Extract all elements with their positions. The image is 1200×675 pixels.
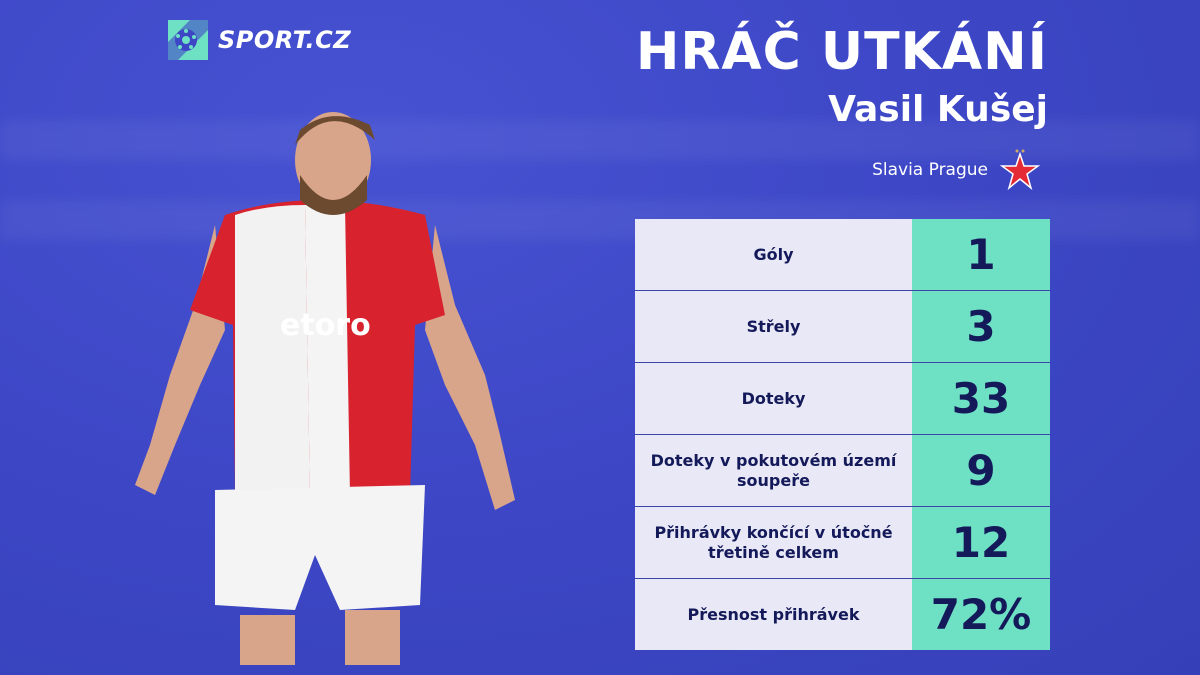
stat-row-shots: Střely 3 <box>635 291 1050 363</box>
team-star-icon <box>999 149 1041 191</box>
background-stripe <box>0 120 1200 160</box>
team-name: Slavia Prague <box>872 160 988 180</box>
stat-value: 12 <box>912 507 1050 578</box>
player-name: Vasil Kušej <box>828 89 1048 130</box>
stat-value: 1 <box>912 219 1050 290</box>
stat-label: Přihrávky končící v útočné třetině celke… <box>635 507 912 578</box>
stat-row-pass-accuracy: Přesnost přihrávek 72% <box>635 579 1050 650</box>
page-title: HRÁČ UTKÁNÍ <box>635 22 1048 82</box>
stat-value: 3 <box>912 291 1050 362</box>
stat-label: Doteky <box>635 363 912 434</box>
stat-label: Přesnost přihrávek <box>635 579 912 650</box>
stat-value: 33 <box>912 363 1050 434</box>
stat-row-final-third-passes: Přihrávky končící v útočné třetině celke… <box>635 507 1050 579</box>
player-photo: etoro <box>135 112 515 665</box>
stat-row-goals: Góly 1 <box>635 219 1050 291</box>
stat-label: Doteky v pokutovém území soupeře <box>635 435 912 506</box>
stat-value: 9 <box>912 435 1050 506</box>
stat-value: 72% <box>912 579 1050 650</box>
stat-label: Střely <box>635 291 912 362</box>
stats-table: Góly 1 Střely 3 Doteky 33 Doteky v pokut… <box>635 219 1050 650</box>
brand-logo[interactable]: SPORT.CZ <box>168 20 351 60</box>
team-info: Slavia Prague <box>872 148 1042 192</box>
stat-label: Góly <box>635 219 912 290</box>
brand-name: SPORT.CZ <box>218 26 352 54</box>
stat-row-box-touches: Doteky v pokutovém území soupeře 9 <box>635 435 1050 507</box>
svg-text:etoro: etoro <box>280 308 371 343</box>
stat-row-touches: Doteky 33 <box>635 363 1050 435</box>
soccer-ball-icon <box>168 20 208 60</box>
